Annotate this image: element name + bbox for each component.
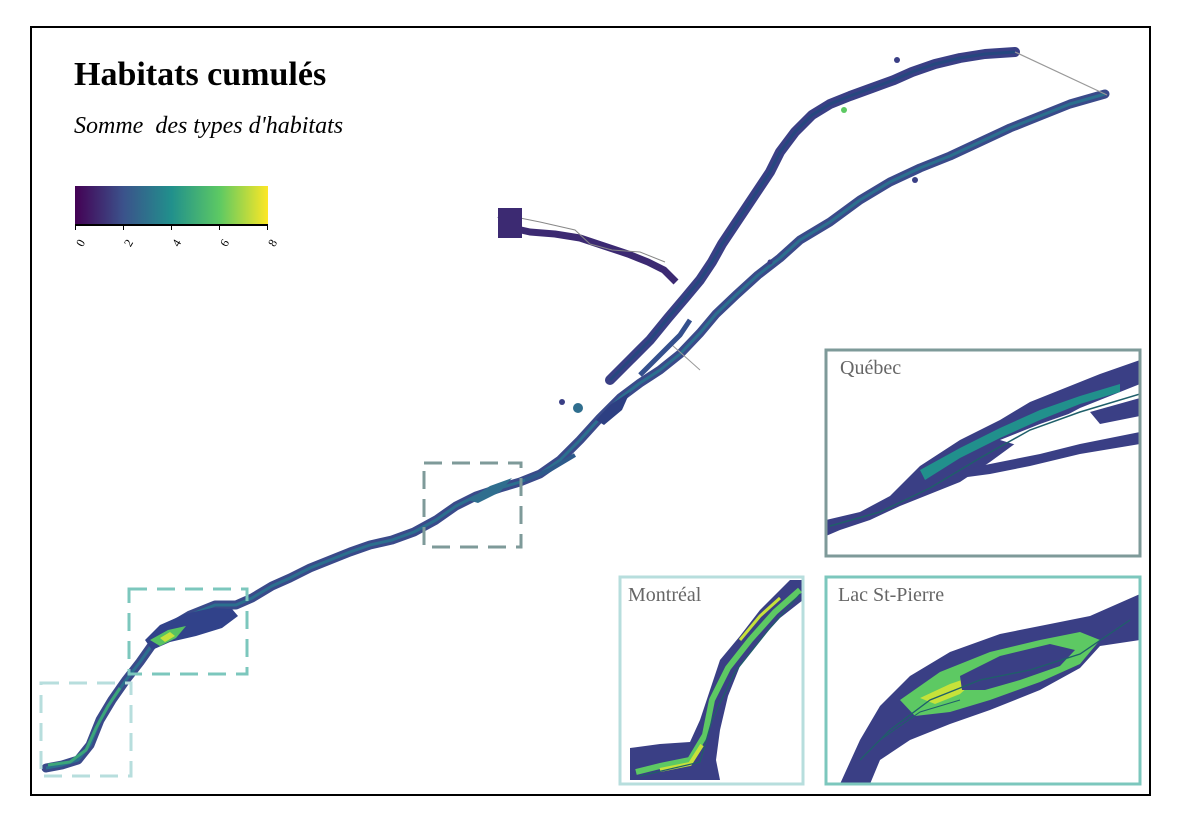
montreal-channel — [47, 687, 122, 767]
legend-colorbar — [75, 186, 268, 226]
inset-quebec: Québec — [824, 348, 1142, 558]
map-dot — [559, 399, 565, 405]
inset-lac-st-pierre: Lac St-Pierre — [824, 575, 1142, 786]
lac-st-pierre-yellow — [160, 632, 175, 642]
inset-montreal: Montréal — [618, 575, 805, 786]
map-title: Habitats cumulés — [74, 56, 327, 93]
mid-channel — [638, 318, 693, 377]
river-north-core — [608, 50, 1016, 382]
legend: 0 2 4 6 8 — [73, 186, 280, 249]
saguenay-line — [519, 217, 666, 263]
legend-tick — [219, 226, 220, 230]
map-dot — [841, 107, 847, 113]
channel-connector — [671, 344, 701, 371]
locator-box-lac-st-pierre — [127, 587, 249, 676]
island-orleans — [596, 392, 630, 425]
map-dot — [767, 259, 773, 265]
saguenay-branch — [497, 212, 679, 285]
legend-tick — [267, 226, 268, 230]
inset-label-lac-st-pierre: Lac St-Pierre — [838, 584, 944, 606]
map-dot — [573, 403, 583, 413]
quebec-side-channel — [524, 453, 577, 482]
legend-tick — [75, 226, 76, 230]
inset-label-quebec: Québec — [840, 357, 901, 379]
estuary-connector — [1014, 51, 1108, 96]
legend-tick — [171, 226, 172, 230]
river-main — [41, 47, 1110, 773]
river-north-channel — [605, 47, 1020, 385]
locator-box-montreal — [39, 681, 133, 778]
inset-label-montreal: Montréal — [628, 584, 702, 606]
map-dot — [894, 57, 900, 63]
map-subtitle: Somme des types d'habitats — [74, 113, 344, 139]
quebec-island — [468, 478, 512, 503]
legend-tick — [123, 226, 124, 230]
map-dot — [912, 177, 918, 183]
locator-box-quebec — [422, 461, 523, 549]
saguenay-head — [498, 208, 522, 238]
